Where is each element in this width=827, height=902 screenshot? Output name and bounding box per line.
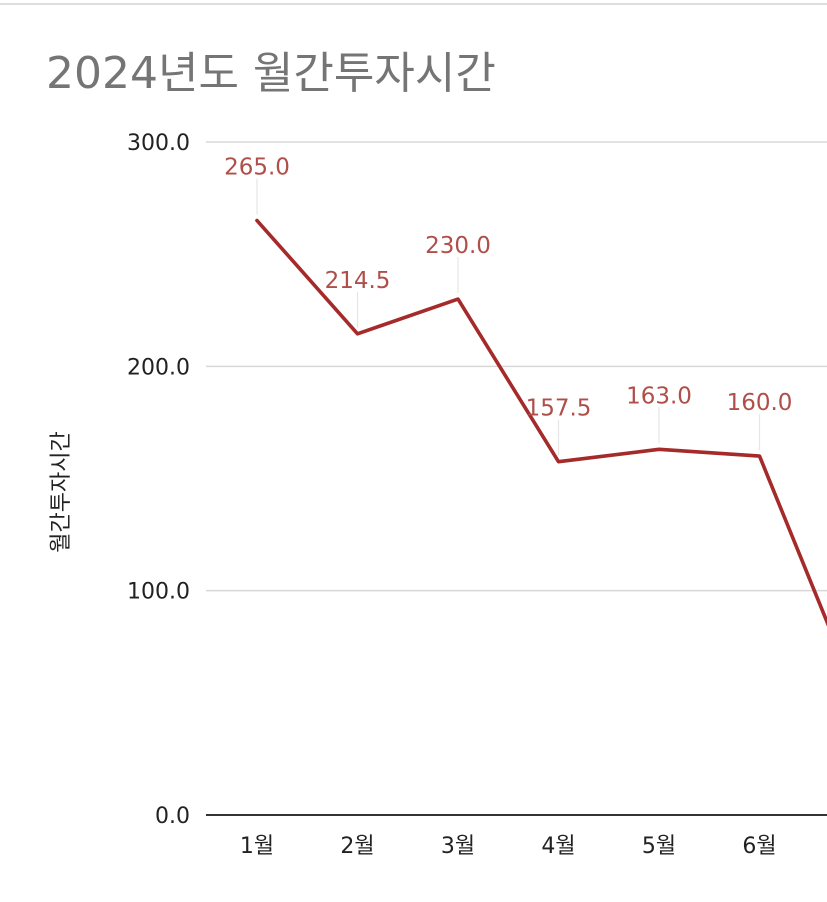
y-axis-ticks: 0.0 100.0 200.0 300.0 bbox=[127, 131, 190, 829]
series-line-monthly-investment-time bbox=[255, 218, 827, 627]
chart-title: 2024년도 월간투자시간 bbox=[46, 48, 496, 99]
data-labels: 265.0 214.5 230.0 157.5 163.0 160.0 bbox=[224, 155, 792, 422]
data-label: 160.0 bbox=[727, 390, 793, 416]
data-label: 230.0 bbox=[425, 233, 491, 259]
data-label: 265.0 bbox=[224, 155, 290, 181]
y-tick-label: 200.0 bbox=[127, 355, 190, 380]
y-axis-label: 월간투자시간 bbox=[49, 431, 74, 552]
grid-lines bbox=[206, 141, 827, 816]
x-axis-ticks: 1월 2월 3월 4월 5월 6월 bbox=[240, 834, 777, 859]
y-tick-label: 300.0 bbox=[127, 131, 190, 156]
series-layer bbox=[255, 218, 827, 627]
x-tick-label: 6월 bbox=[742, 834, 776, 859]
y-tick-label: 100.0 bbox=[127, 580, 190, 605]
x-tick-label: 4월 bbox=[541, 834, 575, 859]
data-label: 157.5 bbox=[526, 396, 592, 422]
data-label: 163.0 bbox=[626, 383, 692, 409]
x-tick-label: 1월 bbox=[240, 834, 274, 859]
data-label-leaders bbox=[256, 178, 761, 456]
y-tick-label: 0.0 bbox=[155, 804, 190, 829]
x-tick-label: 2월 bbox=[340, 834, 374, 859]
x-tick-label: 5월 bbox=[642, 834, 676, 859]
x-tick-label: 3월 bbox=[441, 834, 475, 859]
data-label: 214.5 bbox=[325, 268, 391, 294]
